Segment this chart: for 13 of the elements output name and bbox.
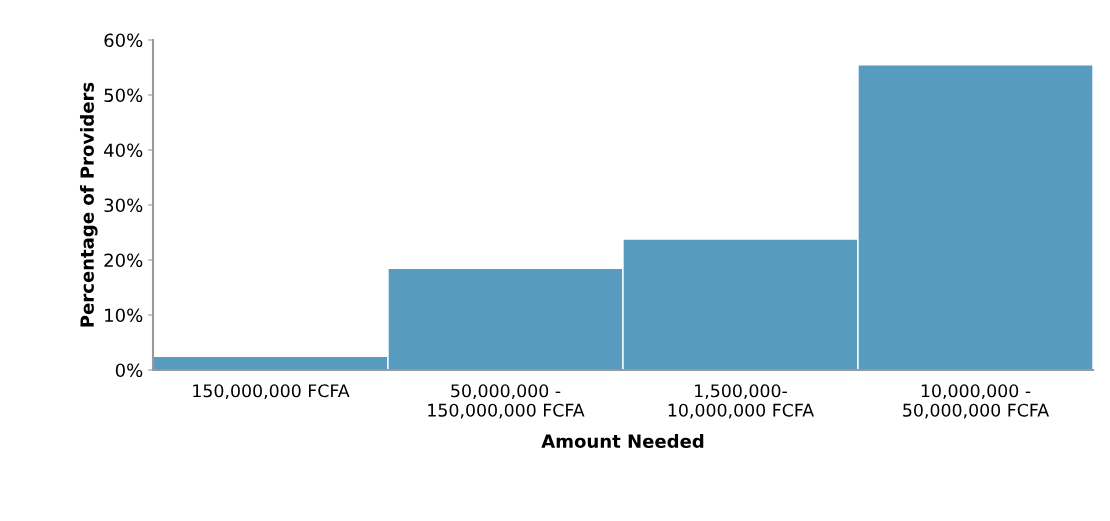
x-axis-title: Amount Needed: [541, 434, 704, 448]
y-tick-label: 0%: [115, 363, 143, 378]
y-tick-label: 10%: [105, 308, 143, 323]
y-tick-label: 20%: [104, 253, 143, 268]
x-tick-label: 50,000,000 - 150,000,000 FCFA: [428, 384, 585, 419]
x-tick-label: 150,000,000 FCFA: [193, 384, 350, 400]
x-tick-label: 10,000,000 - 50,000,000 FCFA: [903, 384, 1050, 419]
y-tick-label: 40%: [104, 143, 143, 158]
y-tick-label: 50%: [104, 88, 143, 103]
y-tick-label: 60%: [104, 33, 143, 48]
y-tick-label: 30%: [104, 198, 143, 213]
x-tick-label: 1,500,000- 10,000,000 FCFA: [668, 384, 815, 419]
y-axis-title: Percentage of Providers: [79, 82, 98, 327]
